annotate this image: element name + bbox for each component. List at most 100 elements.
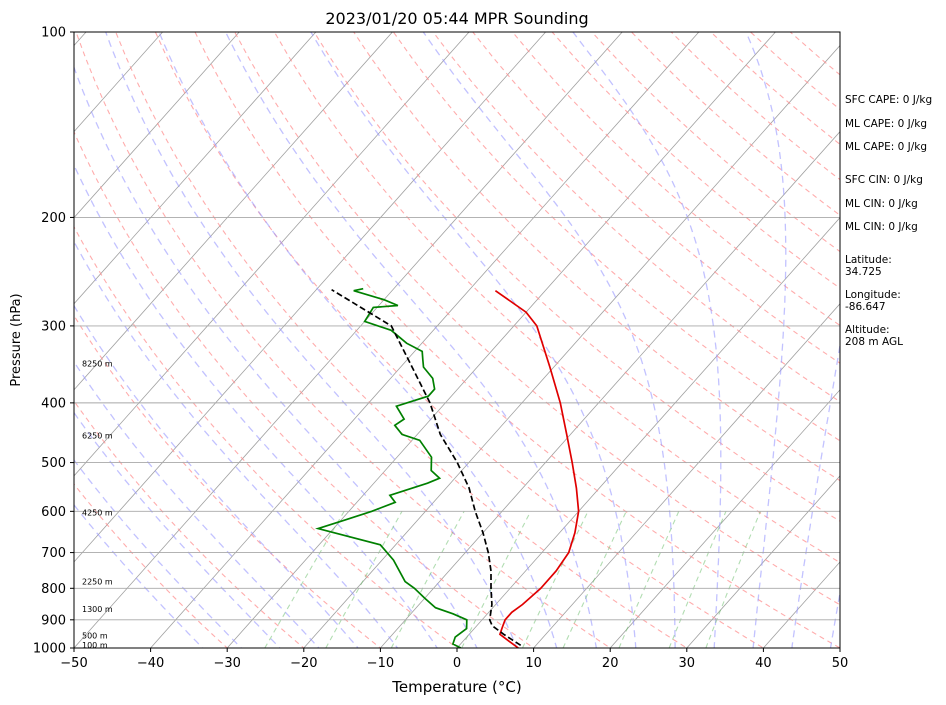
- y-tick-label: 500: [41, 456, 66, 471]
- x-tick-label: −20: [290, 656, 317, 671]
- isotherm-line: [74, 32, 547, 563]
- moist-adiabat-line: [310, 32, 637, 648]
- x-axis: −50 −40 −30 −20 −10 0 10 20 30 40 50: [60, 648, 848, 671]
- dry-adiabat-line: [74, 400, 305, 648]
- moist-adiabat-line: [74, 503, 204, 648]
- y-tick-label: 800: [41, 582, 66, 597]
- longitude-label: Longitude:: [845, 289, 901, 301]
- isotherm-line: [686, 475, 840, 648]
- y-tick-label: 700: [41, 546, 66, 561]
- height-label: 100 m: [82, 641, 108, 650]
- isotherm-line: [150, 32, 700, 648]
- sfc-cin-text: SFC CIN: 0 J/kg: [845, 174, 923, 186]
- y-tick-label: 300: [41, 319, 66, 334]
- latitude-label: Latitude:: [845, 254, 892, 266]
- moist-adiabat-line: [74, 411, 281, 648]
- y-tick-label: 400: [41, 396, 66, 411]
- x-tick-label: −10: [367, 656, 394, 671]
- dry-adiabat-line: [154, 32, 765, 648]
- y-tick-label: 100: [41, 26, 66, 41]
- height-label: 6250 m: [82, 432, 113, 441]
- isotherm-line: [74, 32, 393, 391]
- moist-adiabat-line: [74, 458, 243, 648]
- x-tick-label: 0: [453, 656, 461, 671]
- moist-adiabat-line: [791, 341, 840, 648]
- x-tick-label: 50: [832, 656, 849, 671]
- x-tick-label: −40: [137, 656, 164, 671]
- y-axis: 100 200 300 400 500 600 700 800 900 1000: [33, 26, 74, 657]
- x-tick-label: 40: [755, 656, 772, 671]
- moist-adiabat-line: [158, 32, 558, 648]
- moist-adiabat-line: [105, 32, 518, 648]
- dry-adiabat-line: [432, 32, 840, 403]
- mixing-ratio-line: [264, 511, 345, 648]
- chart-title: 2023/01/20 05:44 MPR Sounding: [325, 9, 588, 28]
- moist-adiabat-line: [74, 304, 359, 648]
- moist-adiabat-line: [572, 32, 722, 648]
- dry-adiabat-line: [74, 314, 382, 648]
- dry-adiabat-line: [74, 225, 458, 648]
- isotherm-line: [74, 32, 317, 305]
- isotherm-line: [74, 32, 623, 648]
- ml-cape-text-2: ML CAPE: 0 J/kg: [845, 141, 928, 153]
- dry-adiabat-line: [313, 32, 840, 522]
- dry-adiabat-line: [75, 32, 612, 648]
- x-tick-label: −30: [213, 656, 240, 671]
- ml-cin-text: ML CIN: 0 J/kg: [845, 198, 918, 210]
- x-tick-label: 20: [602, 656, 619, 671]
- mixing-ratio-line: [618, 511, 680, 648]
- mixing-ratio-line: [461, 511, 532, 648]
- y-tick-label: 1000: [33, 642, 66, 657]
- parcel-path-line: [331, 288, 522, 647]
- height-label: 1300 m: [82, 605, 113, 614]
- longitude-value: -86.647: [845, 301, 886, 313]
- series-layer: [315, 287, 580, 648]
- x-tick-label: 30: [679, 656, 696, 671]
- isotherm-line: [533, 303, 840, 648]
- isotherm-line: [303, 44, 840, 648]
- mixing-ratio-line: [562, 511, 627, 648]
- height-label: 500 m: [82, 632, 108, 641]
- altitude-value: 208 m AGL: [845, 336, 903, 348]
- y-tick-label: 900: [41, 613, 66, 628]
- guide-lines: [74, 32, 840, 648]
- moist-adiabat-line: [74, 65, 478, 648]
- isotherm-line: [609, 389, 840, 648]
- temperature-line: [494, 290, 580, 648]
- dry-adiabat-line: [234, 32, 840, 606]
- grid-lines: [74, 32, 840, 648]
- moist-adiabat-line: [74, 163, 438, 648]
- dry-adiabat-line: [74, 130, 535, 648]
- height-label: 4250 m: [82, 509, 113, 518]
- dry-adiabat-line: [194, 32, 840, 648]
- dry-adiabat-line: [392, 32, 840, 442]
- moist-adiabat-line: [74, 360, 320, 648]
- x-tick-label: 10: [525, 656, 542, 671]
- latitude-value: 34.725: [845, 266, 882, 278]
- dewpoint-line: [315, 287, 468, 648]
- isotherm-line: [74, 32, 240, 219]
- moist-adiabat-line: [225, 32, 598, 648]
- y-axis-label: Pressure (hPa): [9, 293, 24, 386]
- altitude-label: Altitude:: [845, 324, 890, 336]
- plot-frame: [73, 31, 841, 649]
- height-label: 2250 m: [82, 578, 113, 587]
- ml-cin-text-2: ML CIN: 0 J/kg: [845, 221, 918, 233]
- dry-adiabat-line: [74, 483, 229, 648]
- ml-cape-text: ML CAPE: 0 J/kg: [845, 118, 928, 130]
- mixing-ratio-line: [668, 511, 727, 648]
- dry-adiabat-line: [115, 32, 688, 648]
- sfc-cape-text: SFC CAPE: 0 J/kg: [845, 94, 933, 106]
- moist-adiabat-line: [745, 32, 787, 648]
- moist-adiabat-line: [74, 240, 399, 648]
- y-tick-label: 600: [41, 505, 66, 520]
- dry-adiabat-line: [512, 32, 840, 327]
- isotherm-line: [456, 217, 840, 648]
- moist-adiabat-line: [422, 32, 676, 648]
- mixing-ratio-line: [325, 511, 403, 648]
- x-tick-label: −50: [60, 656, 87, 671]
- x-axis-label: Temperature (°C): [391, 678, 521, 696]
- isotherm-line: [226, 32, 776, 648]
